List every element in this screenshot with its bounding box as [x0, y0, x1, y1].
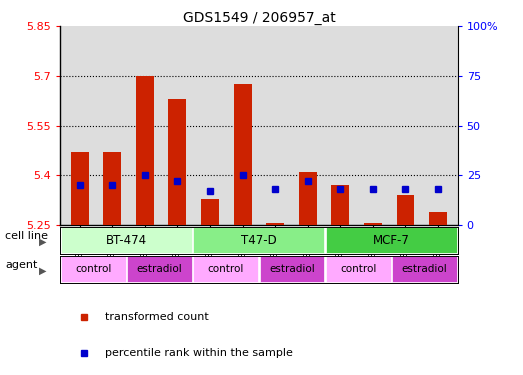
Bar — [259, 256, 324, 282]
Text: estradiol: estradiol — [269, 264, 315, 274]
Bar — [364, 224, 382, 225]
Bar — [61, 256, 126, 282]
Bar — [194, 227, 324, 254]
Text: transformed count: transformed count — [105, 312, 208, 322]
Bar — [136, 76, 154, 225]
Text: control: control — [75, 264, 111, 274]
Text: ▶: ▶ — [39, 266, 47, 276]
Text: agent: agent — [5, 260, 38, 270]
Bar — [234, 84, 252, 225]
Text: ▶: ▶ — [39, 237, 47, 247]
Text: cell line: cell line — [5, 231, 48, 241]
Bar — [392, 256, 457, 282]
Text: control: control — [208, 264, 244, 274]
Text: control: control — [340, 264, 377, 274]
Bar — [266, 224, 284, 225]
Text: T47-D: T47-D — [241, 234, 277, 247]
Bar — [326, 227, 457, 254]
Text: BT-474: BT-474 — [106, 234, 147, 247]
Bar — [61, 227, 192, 254]
Text: estradiol: estradiol — [137, 264, 183, 274]
Bar — [168, 99, 186, 225]
Text: percentile rank within the sample: percentile rank within the sample — [105, 348, 292, 358]
Bar — [429, 212, 447, 225]
Title: GDS1549 / 206957_at: GDS1549 / 206957_at — [183, 11, 335, 25]
Bar — [326, 256, 391, 282]
Bar — [332, 185, 349, 225]
Bar — [127, 256, 192, 282]
Bar — [104, 152, 121, 225]
Text: MCF-7: MCF-7 — [373, 234, 410, 247]
Bar — [201, 198, 219, 225]
Text: estradiol: estradiol — [402, 264, 447, 274]
Bar — [396, 195, 414, 225]
Bar — [71, 152, 89, 225]
Bar — [194, 256, 258, 282]
Bar — [299, 172, 317, 225]
